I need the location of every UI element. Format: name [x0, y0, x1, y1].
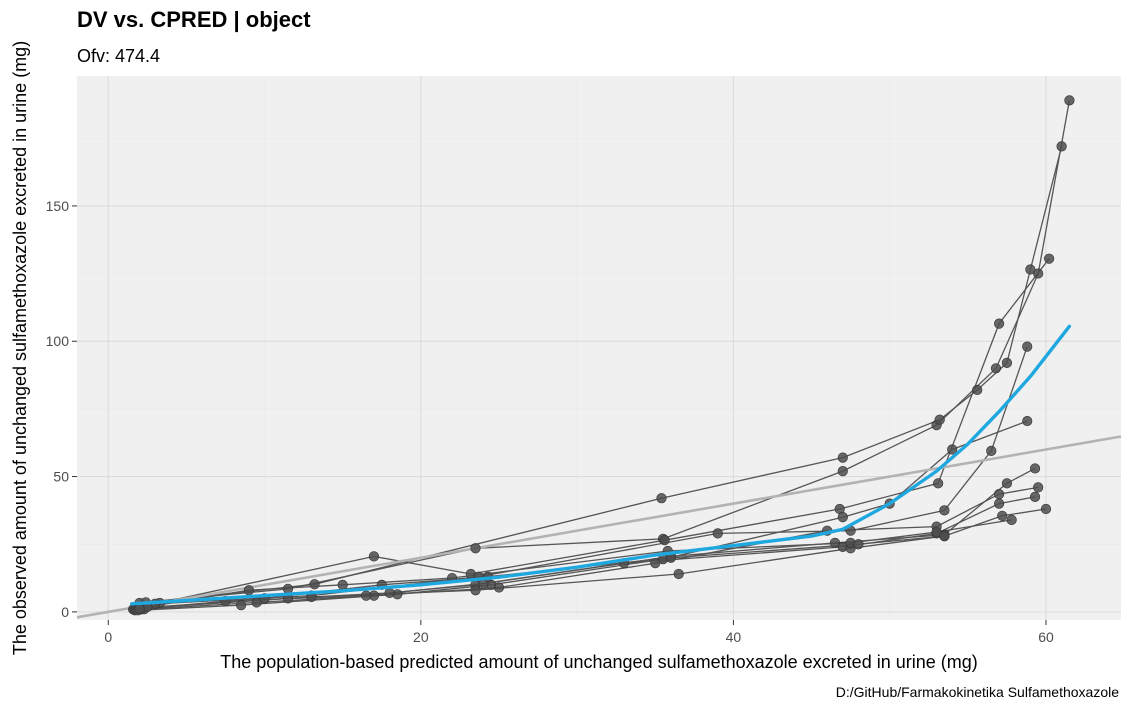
data-point [837, 452, 848, 463]
data-point [650, 558, 661, 569]
y-axis-ticks: 0 50 100 150 [46, 198, 77, 620]
data-point [947, 444, 958, 455]
data-point [470, 585, 481, 596]
x-tick-label: 20 [413, 629, 429, 645]
data-point [368, 551, 380, 562]
data-point [837, 512, 848, 523]
data-point [361, 590, 372, 601]
chart-title: DV vs. CPRED | object [77, 7, 311, 32]
data-point [656, 493, 667, 504]
y-tick-label: 0 [61, 604, 69, 620]
data-point [853, 539, 864, 550]
x-tick-label: 0 [104, 629, 112, 645]
data-point [993, 498, 1005, 509]
data-point [673, 568, 684, 580]
data-point [282, 583, 294, 594]
caption: D:/GitHub/Farmakokinetika Sulfamethoxazo… [836, 684, 1119, 700]
data-point [972, 384, 983, 396]
data-point [1044, 253, 1055, 264]
series-line-10 [147, 519, 1012, 608]
data-point [1029, 463, 1041, 474]
x-tick-label: 60 [1038, 629, 1054, 645]
data-point [1001, 357, 1013, 368]
data-point [1006, 514, 1017, 525]
data-point [1064, 95, 1075, 106]
data-point [986, 445, 997, 456]
y-axis-title: The observed amount of unchanged sulfame… [10, 41, 30, 655]
data-point [1022, 415, 1033, 427]
y-tick-label: 50 [53, 469, 69, 485]
data-point [993, 489, 1005, 500]
data-point [470, 543, 481, 554]
grid [77, 76, 1121, 620]
data-points [128, 95, 1075, 616]
smooth-line [130, 324, 1072, 606]
data-point [837, 466, 848, 477]
data-point [1025, 264, 1036, 275]
data-point [337, 579, 348, 590]
data-point [933, 478, 944, 489]
data-point [1029, 491, 1041, 502]
data-point [1056, 141, 1067, 152]
data-point [990, 363, 1002, 374]
data-point [939, 505, 950, 516]
data-point [384, 587, 395, 599]
data-point [493, 582, 505, 593]
y-tick-label: 100 [46, 333, 70, 349]
data-point [934, 414, 945, 425]
smooth-curve [130, 324, 1072, 606]
series-line-9 [139, 508, 1047, 609]
data-point [134, 603, 145, 614]
data-point [1022, 341, 1033, 352]
x-axis-ticks: 0 20 40 60 [104, 620, 1054, 645]
data-point [993, 318, 1005, 329]
y-tick-label: 150 [46, 198, 70, 214]
data-point [1040, 503, 1052, 515]
data-point [243, 585, 255, 596]
data-point [1033, 482, 1044, 493]
chart-subtitle: Ofv: 474.4 [77, 46, 160, 66]
plot-panel [77, 76, 1121, 620]
data-point [712, 528, 723, 539]
data-point [309, 579, 320, 590]
data-point [236, 600, 247, 611]
data-point [1001, 478, 1013, 489]
x-axis-title: The population-based predicted amount of… [220, 652, 977, 672]
data-point [659, 535, 670, 546]
x-tick-label: 40 [726, 629, 742, 645]
data-point [997, 510, 1008, 521]
data-point [939, 530, 950, 542]
